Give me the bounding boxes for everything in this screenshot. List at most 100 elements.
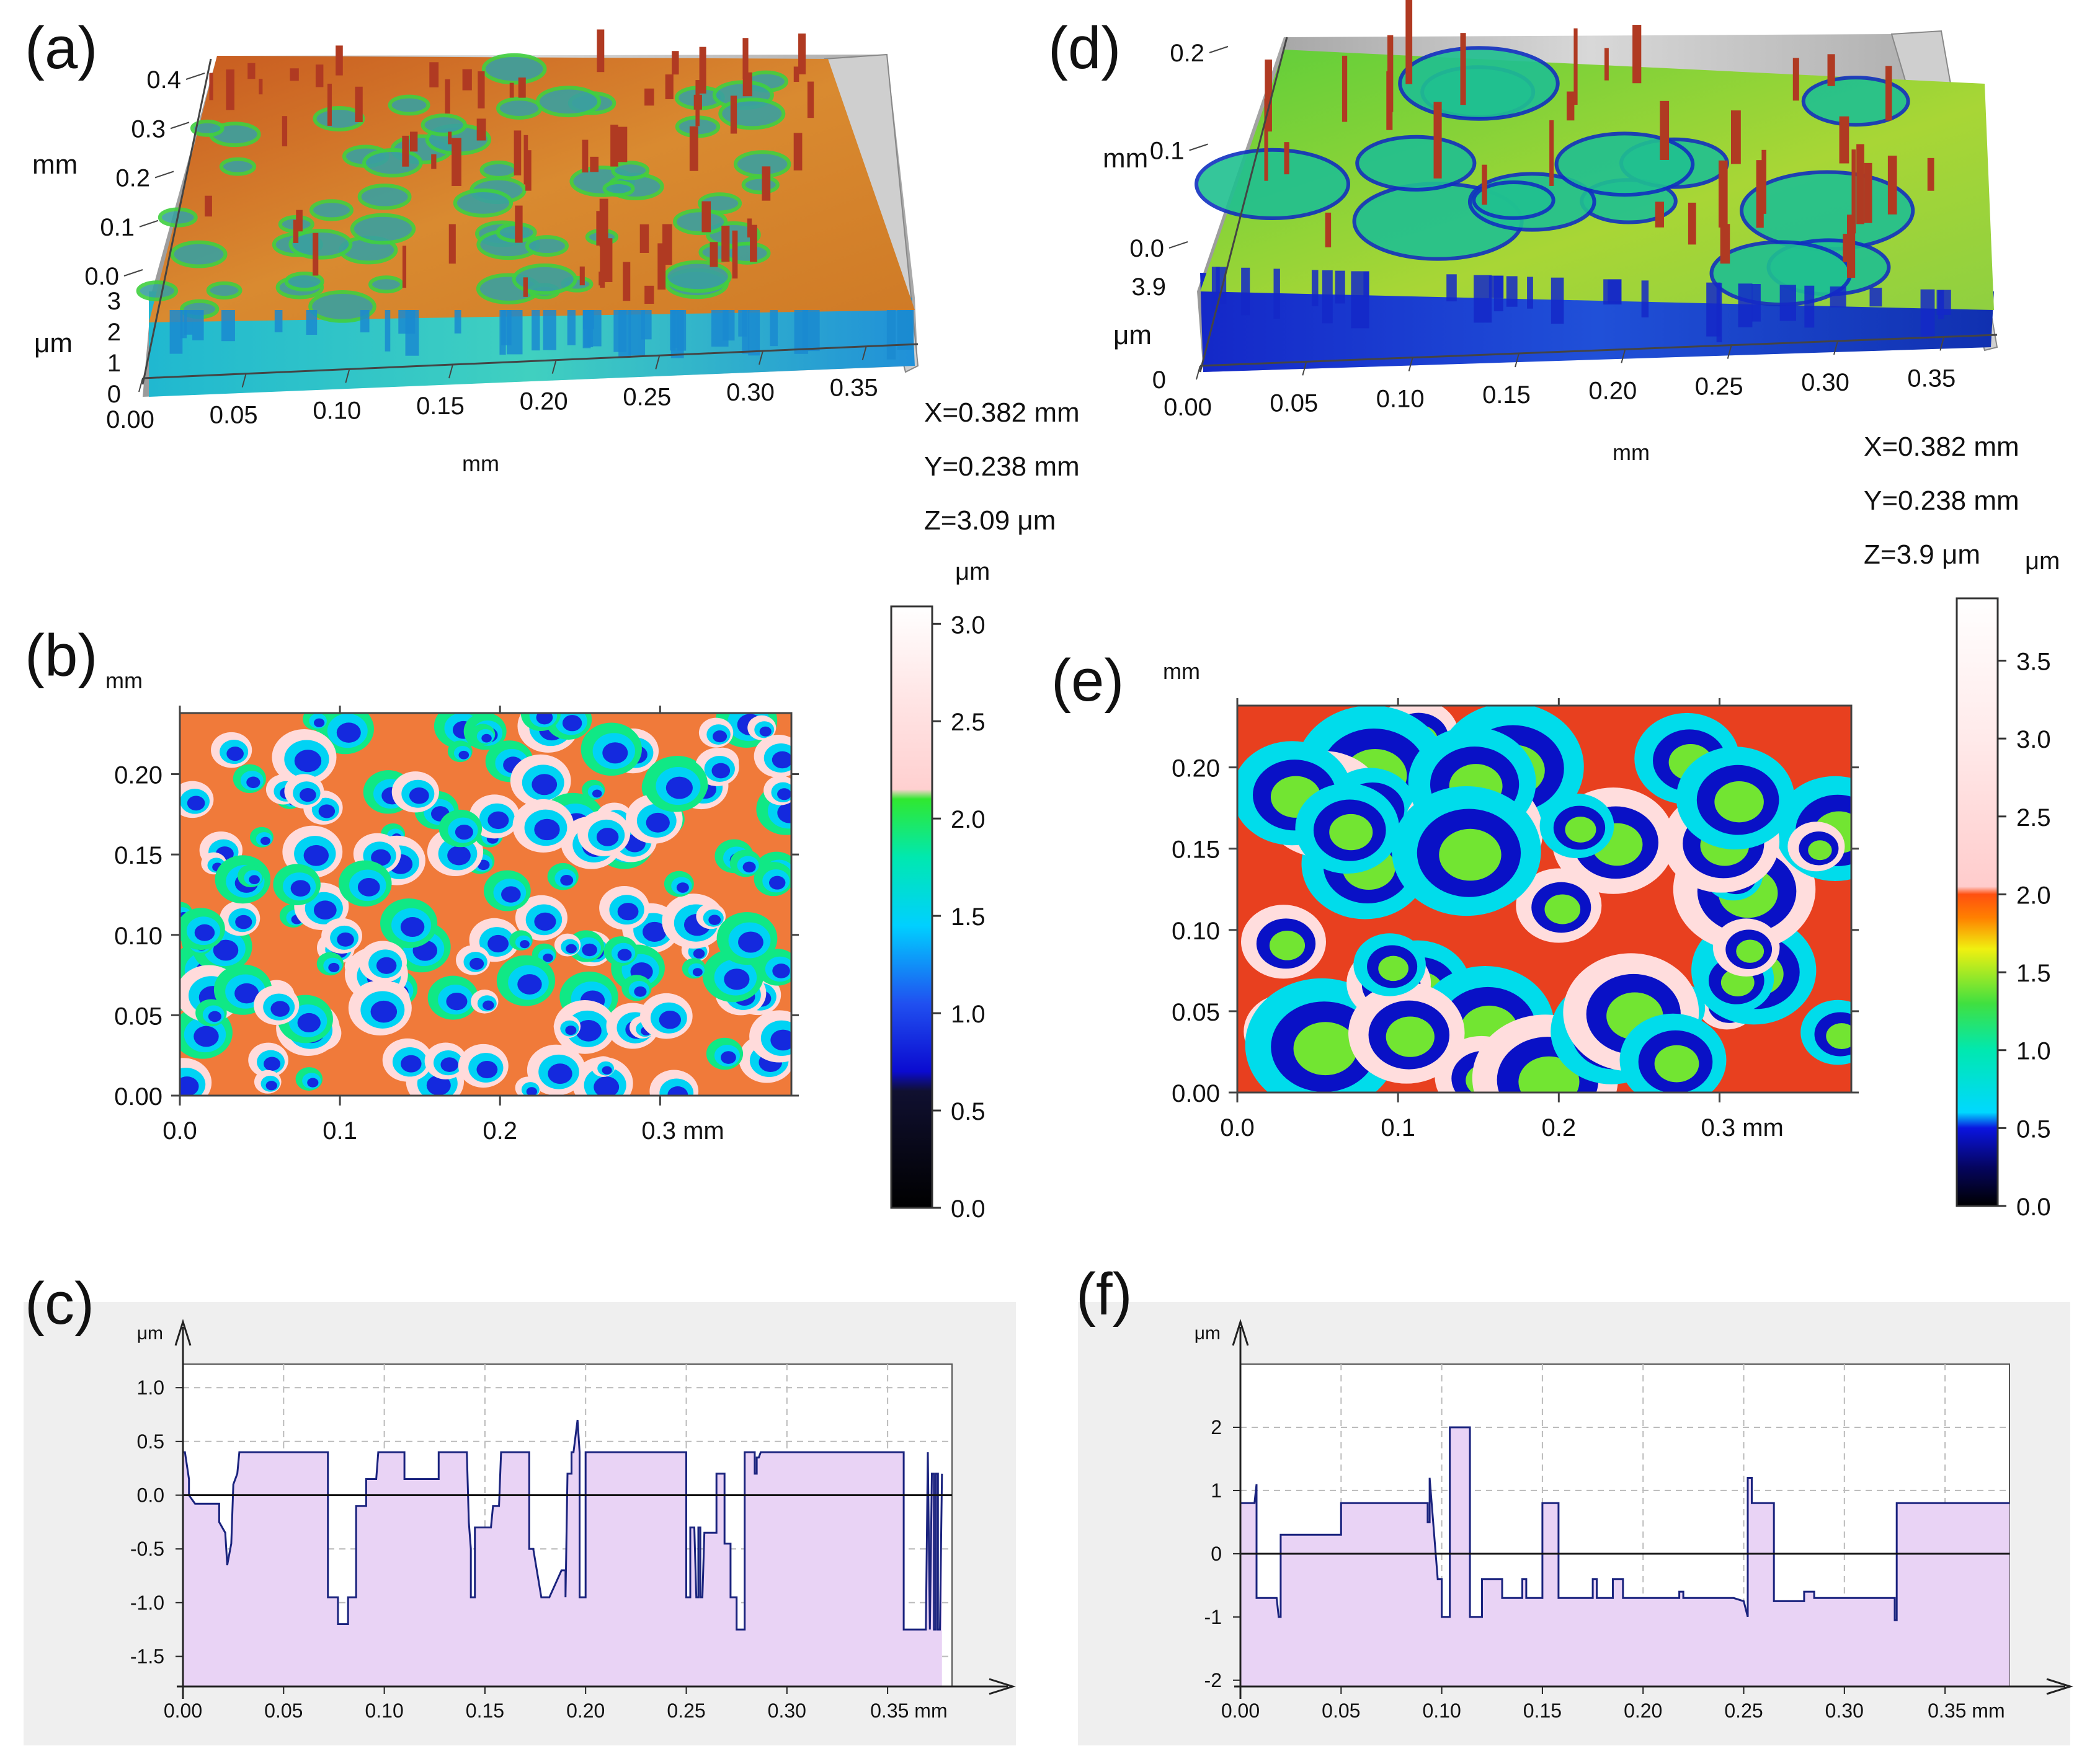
profile-fill <box>1240 1427 2009 1686</box>
surface-pit <box>190 119 225 137</box>
y-tick-label: 0.00 <box>114 1083 162 1110</box>
surface-spike <box>402 135 409 167</box>
z-um-tick-label: 0 <box>1152 366 1166 394</box>
surface-spike <box>639 224 649 253</box>
panel-label-d: (d) <box>1048 15 1121 81</box>
x-tick <box>1939 337 1945 351</box>
panel-label-e: (e) <box>1051 647 1124 714</box>
surface-spike <box>1433 102 1442 179</box>
surface-spike <box>514 130 522 175</box>
heatmap-feature <box>336 722 361 743</box>
heatmap-feature <box>724 968 750 990</box>
edge-column <box>711 310 729 347</box>
heatmap-feature <box>1293 1022 1358 1076</box>
surface-spike <box>610 125 618 167</box>
heatmap-feature <box>226 747 244 761</box>
y-tick-label: 0.05 <box>114 1003 162 1030</box>
heatmap-feature <box>676 882 689 893</box>
x-tick-label: 0.25 <box>1695 373 1743 401</box>
colorbar-tick-label: 1.0 <box>951 1001 986 1028</box>
heatmap-feature <box>234 983 259 1004</box>
x-tick-label: 0.10 <box>365 1700 403 1722</box>
heatmap-feature <box>769 875 786 890</box>
surface-spike <box>602 238 613 282</box>
heatmap-feature <box>318 804 336 818</box>
y-axis-arrow <box>1232 1319 1249 1346</box>
heatmap-feature <box>1654 1045 1699 1083</box>
edge-column <box>1641 280 1649 317</box>
edge-column <box>1474 275 1492 323</box>
heatmap-feature <box>194 1026 219 1047</box>
surface-pit <box>388 94 430 116</box>
y-tick-label: 0.20 <box>1172 755 1220 782</box>
heatmap-feature <box>401 1055 422 1073</box>
surface-spike <box>1325 212 1332 247</box>
surface-pit <box>350 213 416 245</box>
surface-spike <box>1887 156 1897 215</box>
x-tick-label: 0.05 <box>210 402 258 429</box>
heatmap-feature <box>235 915 252 929</box>
surface-spike <box>525 150 532 191</box>
y-tick-label: 0.20 <box>114 762 162 789</box>
edge-column <box>897 310 914 350</box>
heatmap-feature <box>565 1026 577 1035</box>
x-tick-label: 0.25 <box>623 383 671 410</box>
surface-pit <box>1398 46 1560 121</box>
surface-pit <box>525 235 569 257</box>
heatmap-feature <box>617 903 639 921</box>
x-tick <box>1408 357 1413 371</box>
x-tick-label: 0.10 <box>1422 1700 1461 1722</box>
heatmap-feature <box>303 844 329 866</box>
surface-spike <box>1265 60 1272 132</box>
surface-spike <box>579 266 585 286</box>
heatmap-feature <box>693 949 705 959</box>
x-tick-label: 0.05 <box>264 1700 303 1722</box>
surface-spike <box>445 79 450 114</box>
surface-spike <box>1688 202 1696 245</box>
x-tick-label: 0.00 <box>1164 394 1212 421</box>
heatmap-feature <box>592 789 602 798</box>
heatmap-feature <box>1329 813 1373 851</box>
x-tick-label: 0.35 <box>1907 365 1956 392</box>
surface-spike <box>1405 0 1413 84</box>
edge-column <box>1779 285 1796 321</box>
x-tick-label: 0.2 <box>1542 1114 1577 1141</box>
heatmap-feature <box>270 1001 290 1017</box>
heatmap-feature <box>1826 1023 1851 1049</box>
heatmap-feature <box>742 861 756 873</box>
surface-spike <box>336 45 343 76</box>
z-tick-label: 0.3 <box>131 115 166 143</box>
z-tick-label: 0.0 <box>1129 235 1164 262</box>
surface-pit <box>357 184 412 210</box>
surface-pit <box>362 148 423 178</box>
heatmap-feature <box>440 1057 458 1072</box>
x-axis-arrow <box>2046 1678 2073 1695</box>
heatmap-feature <box>313 900 337 920</box>
x-tick <box>448 364 453 379</box>
surface-pit <box>496 97 543 120</box>
surface-spike <box>209 73 213 100</box>
surface-spike <box>313 233 319 276</box>
panel-label-a: (a) <box>25 15 97 81</box>
edge-column <box>454 310 461 334</box>
heatmap-feature <box>290 880 311 897</box>
colorbar-unit: μm <box>955 558 990 585</box>
surface-pit <box>741 175 780 195</box>
panel-label-f: (f) <box>1076 1261 1132 1327</box>
edge-column <box>180 310 187 339</box>
surface-pit <box>1195 148 1350 221</box>
surface-spike <box>732 230 738 279</box>
heatmap-texture <box>1237 706 1851 1093</box>
edge-column <box>886 310 896 360</box>
surface-spike <box>762 166 771 201</box>
heatmap-feature <box>659 1011 682 1029</box>
y-tick-label: -0.5 <box>130 1538 164 1560</box>
y-tick-label: 0.5 <box>137 1430 164 1453</box>
x-tick-label: 0.00 <box>106 406 154 433</box>
heatmap-feature <box>1269 931 1306 960</box>
x-tick-label: 0.25 <box>667 1700 705 1722</box>
y-tick-label: 0.05 <box>1172 999 1220 1026</box>
heatmap-feature <box>357 877 380 897</box>
surface-pit <box>512 263 577 295</box>
